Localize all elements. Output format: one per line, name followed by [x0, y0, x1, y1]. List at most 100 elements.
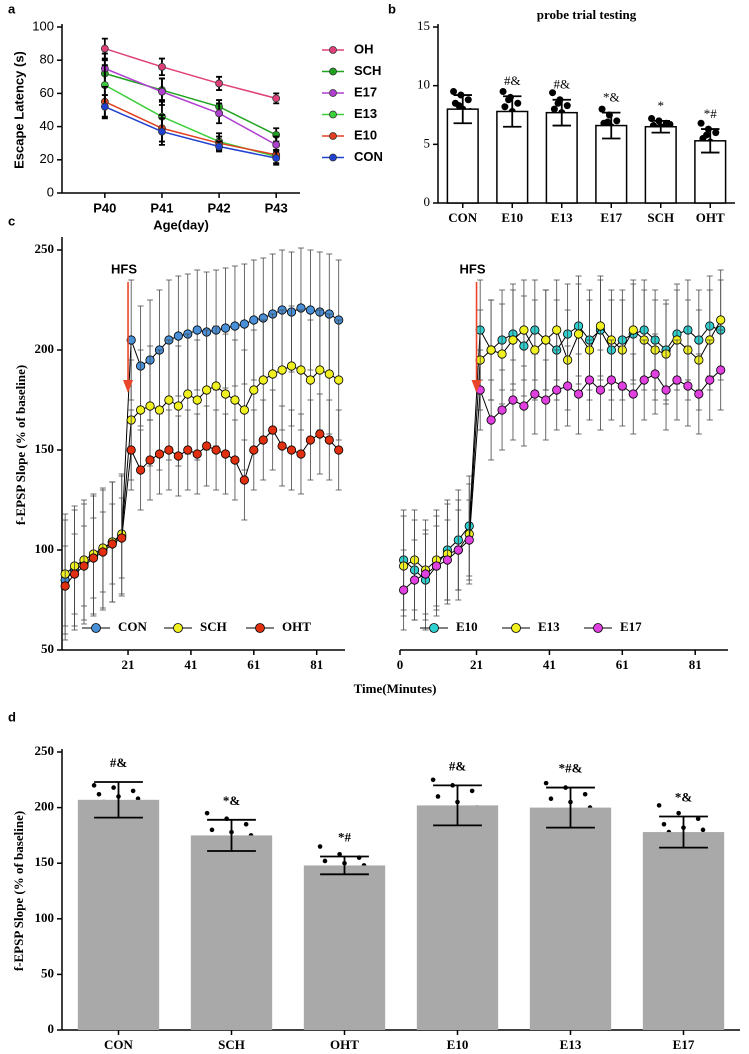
annotation-arrowhead	[123, 380, 134, 393]
annotation-arrowhead	[471, 380, 482, 393]
data-point	[268, 425, 278, 435]
data-point	[595, 385, 606, 395]
panel: 0 50 100 150 200 250 CON SCH OHT E10 E13 E17 d f-EPSP…	[8, 709, 740, 1052]
panel: 0 5 10 15 CON E10 E13 E17 SCH OHT b probe trial tes…	[388, 1, 735, 225]
data-point	[435, 794, 441, 799]
data-point	[550, 105, 558, 113]
data-point	[220, 323, 231, 333]
data-point	[455, 102, 463, 110]
data-point	[582, 791, 588, 797]
data-point	[173, 331, 183, 341]
data-point	[543, 780, 549, 786]
bar	[545, 111, 578, 204]
legend-label: E17	[620, 619, 642, 634]
legend-label: CON	[354, 149, 383, 164]
data-point	[136, 465, 146, 475]
data-point	[464, 535, 474, 545]
bar	[416, 805, 499, 1030]
data-point	[220, 449, 231, 459]
data-point	[676, 810, 681, 816]
legend-marker	[329, 110, 337, 119]
data-point	[712, 129, 720, 137]
data-point	[501, 103, 509, 111]
data-point	[409, 575, 420, 585]
y-tick-label: 50	[41, 965, 54, 980]
x-tick-label: OHT	[330, 1037, 359, 1052]
x-tick-label: SCH	[218, 1037, 245, 1052]
data-point	[173, 401, 183, 411]
data-point	[497, 349, 507, 359]
x-tick-label: E13	[551, 210, 573, 225]
data-point	[277, 441, 287, 451]
data-point	[573, 389, 584, 399]
legend-label: SCH	[200, 619, 227, 634]
data-point	[305, 305, 316, 315]
data-point	[548, 796, 554, 802]
error-bar	[552, 98, 571, 127]
data-point	[508, 335, 518, 345]
data-point	[552, 325, 562, 335]
data-point	[322, 858, 328, 864]
data-point	[563, 381, 573, 391]
data-point	[334, 445, 344, 455]
y-axis-label: f-EPSP Slope (% of baseline)	[11, 811, 26, 971]
x-tick-label: E13	[560, 1037, 582, 1052]
data-point	[530, 345, 540, 355]
data-point	[584, 375, 595, 385]
legend-marker	[329, 67, 337, 76]
data-point	[497, 405, 507, 415]
x-tick-label: OHT	[696, 210, 725, 225]
bar	[496, 110, 529, 204]
y-tick-label: 0	[424, 194, 431, 209]
data-point	[639, 375, 649, 385]
data-point	[192, 325, 202, 335]
y-tick-label: 20	[40, 151, 54, 166]
panel-label: c	[8, 213, 15, 228]
data-point	[595, 321, 606, 331]
data-point	[305, 435, 316, 445]
legend-label: E13	[538, 619, 560, 634]
y-tick-label: 100	[35, 541, 55, 556]
legend-label: E10	[456, 619, 478, 634]
data-point	[100, 102, 109, 111]
data-point	[249, 315, 259, 325]
panel-label: a	[8, 1, 16, 16]
data-point	[519, 325, 529, 335]
series-line	[403, 369, 722, 591]
data-point	[598, 105, 606, 113]
panel-label: b	[388, 1, 396, 16]
data-point	[700, 827, 706, 833]
data-point	[324, 369, 334, 379]
data-point	[107, 539, 117, 549]
legend-label: OH	[354, 41, 374, 56]
error-bar	[453, 94, 472, 125]
x-tick-label: 41	[184, 657, 197, 672]
x-axis-label: Age(day)	[153, 217, 209, 232]
data-point	[683, 381, 693, 391]
y-tick-label: 40	[40, 118, 54, 133]
data-point	[628, 325, 638, 335]
x-tick-label: 21	[122, 657, 135, 672]
data-point	[514, 99, 522, 107]
x-tick-label: 81	[689, 657, 702, 672]
annotation: #&	[449, 758, 467, 773]
error-bar	[320, 855, 369, 876]
data-point	[268, 369, 278, 379]
data-point	[96, 791, 102, 797]
legend-label: E13	[354, 106, 377, 121]
legend-label: SCH	[354, 63, 381, 78]
x-tick-label: 41	[543, 657, 556, 672]
data-point	[183, 445, 193, 455]
data-point	[508, 395, 518, 405]
y-tick-label: 5	[424, 135, 431, 150]
data-point	[192, 395, 202, 405]
data-point	[158, 127, 166, 136]
y-tick-label: 150	[35, 441, 55, 456]
data-point	[694, 389, 704, 399]
legend-label: CON	[118, 619, 148, 634]
data-point	[145, 455, 155, 465]
bar	[642, 832, 725, 1030]
data-point	[230, 321, 240, 331]
legend-label: E10	[354, 127, 377, 142]
y-tick-label: 150	[35, 854, 55, 869]
